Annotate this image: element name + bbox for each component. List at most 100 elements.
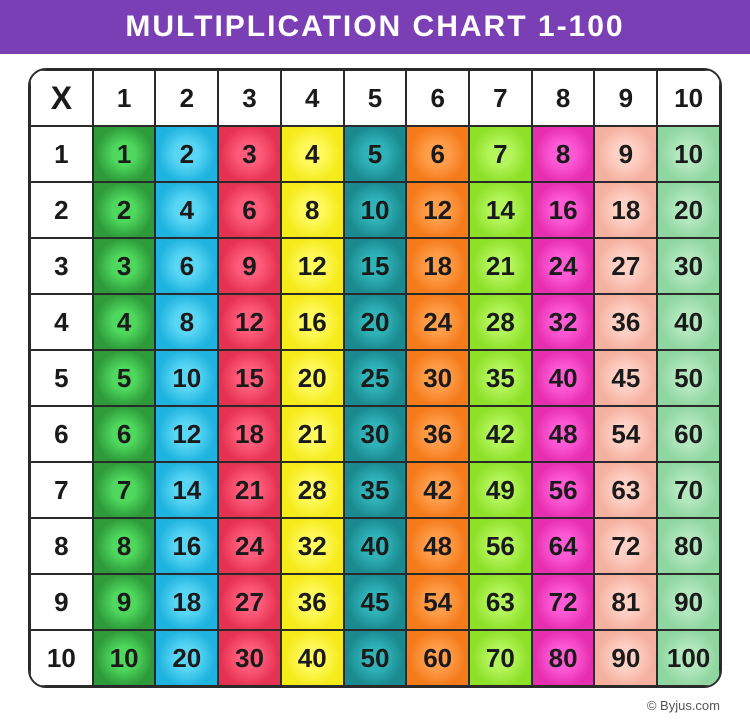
table-cell: 6 bbox=[218, 182, 281, 238]
table-cell: 9 bbox=[218, 238, 281, 294]
table-cell: 60 bbox=[657, 406, 720, 462]
table-cell: 4 bbox=[155, 182, 218, 238]
table-cell: 24 bbox=[406, 294, 469, 350]
col-header: 4 bbox=[281, 70, 344, 126]
table-cell: 7 bbox=[93, 462, 156, 518]
row-header: 9 bbox=[30, 574, 93, 630]
col-header: 5 bbox=[344, 70, 407, 126]
table-cell: 6 bbox=[93, 406, 156, 462]
table-cell: 9 bbox=[93, 574, 156, 630]
table-cell: 20 bbox=[344, 294, 407, 350]
table-cell: 5 bbox=[93, 350, 156, 406]
table-cell: 21 bbox=[281, 406, 344, 462]
table-cell: 12 bbox=[155, 406, 218, 462]
table-cell: 70 bbox=[657, 462, 720, 518]
table-cell: 72 bbox=[594, 518, 657, 574]
table-cell: 27 bbox=[218, 574, 281, 630]
table-cell: 32 bbox=[281, 518, 344, 574]
table-cell: 54 bbox=[594, 406, 657, 462]
table-cell: 8 bbox=[155, 294, 218, 350]
table-cell: 5 bbox=[344, 126, 407, 182]
table-cell: 35 bbox=[344, 462, 407, 518]
row-header: 10 bbox=[30, 630, 93, 686]
table-cell: 3 bbox=[93, 238, 156, 294]
table-cell: 18 bbox=[218, 406, 281, 462]
table-cell: 36 bbox=[594, 294, 657, 350]
table-cell: 64 bbox=[532, 518, 595, 574]
table-cell: 24 bbox=[532, 238, 595, 294]
table-cell: 63 bbox=[594, 462, 657, 518]
col-header: 7 bbox=[469, 70, 532, 126]
table-cell: 12 bbox=[218, 294, 281, 350]
table-cell: 25 bbox=[344, 350, 407, 406]
table-cell: 40 bbox=[344, 518, 407, 574]
table-cell: 50 bbox=[657, 350, 720, 406]
table-cell: 49 bbox=[469, 462, 532, 518]
row-header: 5 bbox=[30, 350, 93, 406]
table-cell: 72 bbox=[532, 574, 595, 630]
table-cell: 48 bbox=[406, 518, 469, 574]
table-cell: 42 bbox=[406, 462, 469, 518]
table-cell: 10 bbox=[93, 630, 156, 686]
table-cell: 54 bbox=[406, 574, 469, 630]
table-cell: 36 bbox=[281, 574, 344, 630]
row-header: 8 bbox=[30, 518, 93, 574]
row-header: 6 bbox=[30, 406, 93, 462]
col-header: 10 bbox=[657, 70, 720, 126]
table-cell: 56 bbox=[532, 462, 595, 518]
credit-text: © Byjus.com bbox=[647, 698, 720, 713]
table-cell: 6 bbox=[406, 126, 469, 182]
table-cell: 2 bbox=[93, 182, 156, 238]
table-cell: 90 bbox=[594, 630, 657, 686]
table-cell: 40 bbox=[532, 350, 595, 406]
table-cell: 30 bbox=[218, 630, 281, 686]
table-cell: 16 bbox=[155, 518, 218, 574]
table-cell: 8 bbox=[93, 518, 156, 574]
table-cell: 15 bbox=[344, 238, 407, 294]
table-cell: 60 bbox=[406, 630, 469, 686]
table-cell: 15 bbox=[218, 350, 281, 406]
table-cell: 50 bbox=[344, 630, 407, 686]
table-cell: 16 bbox=[281, 294, 344, 350]
table-cell: 20 bbox=[281, 350, 344, 406]
col-header: 6 bbox=[406, 70, 469, 126]
table-cell: 4 bbox=[93, 294, 156, 350]
col-header: 2 bbox=[155, 70, 218, 126]
col-header: 9 bbox=[594, 70, 657, 126]
table-cell: 32 bbox=[532, 294, 595, 350]
table-cell: 18 bbox=[594, 182, 657, 238]
table-cell: 1 bbox=[93, 126, 156, 182]
table-cell: 20 bbox=[657, 182, 720, 238]
table-container: X123456789101123456789102246810121416182… bbox=[0, 54, 750, 694]
table-cell: 45 bbox=[344, 574, 407, 630]
table-cell: 45 bbox=[594, 350, 657, 406]
table-cell: 12 bbox=[281, 238, 344, 294]
table-cell: 14 bbox=[469, 182, 532, 238]
table-cell: 4 bbox=[281, 126, 344, 182]
table-cell: 90 bbox=[657, 574, 720, 630]
row-header: 3 bbox=[30, 238, 93, 294]
table-cell: 7 bbox=[469, 126, 532, 182]
table-cell: 9 bbox=[594, 126, 657, 182]
row-header: 4 bbox=[30, 294, 93, 350]
table-cell: 100 bbox=[657, 630, 720, 686]
table-cell: 70 bbox=[469, 630, 532, 686]
table-cell: 16 bbox=[532, 182, 595, 238]
footer: © Byjus.com bbox=[0, 694, 750, 723]
table-cell: 20 bbox=[155, 630, 218, 686]
chart-title: MULTIPLICATION CHART 1-100 bbox=[125, 10, 624, 43]
table-cell: 2 bbox=[155, 126, 218, 182]
table-cell: 35 bbox=[469, 350, 532, 406]
table-cell: 3 bbox=[218, 126, 281, 182]
table-cell: 21 bbox=[218, 462, 281, 518]
table-cell: 6 bbox=[155, 238, 218, 294]
row-header: 7 bbox=[30, 462, 93, 518]
table-cell: 40 bbox=[281, 630, 344, 686]
table-cell: 10 bbox=[344, 182, 407, 238]
row-header: 2 bbox=[30, 182, 93, 238]
col-header: 3 bbox=[218, 70, 281, 126]
table-cell: 8 bbox=[532, 126, 595, 182]
table-cell: 40 bbox=[657, 294, 720, 350]
table-cell: 30 bbox=[657, 238, 720, 294]
table-cell: 30 bbox=[406, 350, 469, 406]
